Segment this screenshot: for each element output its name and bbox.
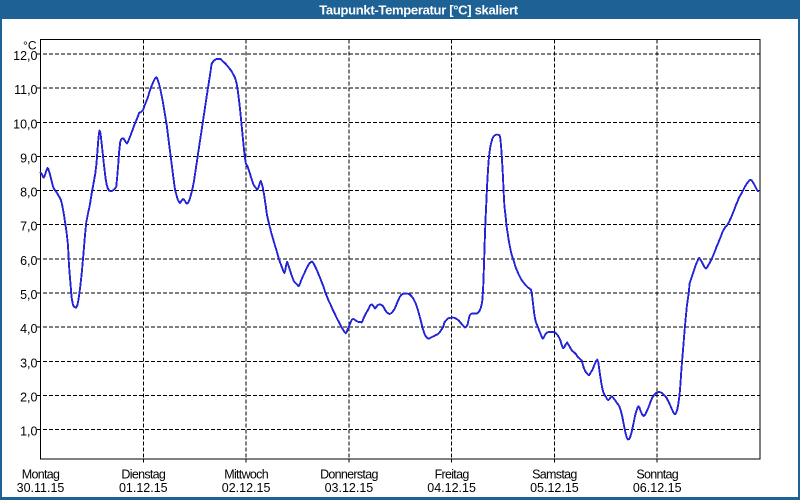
svg-text:9,0: 9,0 xyxy=(20,151,37,165)
svg-text:7,0: 7,0 xyxy=(20,220,37,234)
svg-text:04.12.15: 04.12.15 xyxy=(427,481,476,495)
svg-text:Mittwoch: Mittwoch xyxy=(224,468,268,482)
svg-text:Donnerstag: Donnerstag xyxy=(320,468,378,482)
svg-text:Samstag: Samstag xyxy=(532,468,577,482)
svg-text:11,0: 11,0 xyxy=(14,83,37,97)
svg-text:Montag: Montag xyxy=(22,468,60,482)
svg-text:02.12.15: 02.12.15 xyxy=(222,481,271,495)
svg-text:01.12.15: 01.12.15 xyxy=(119,481,168,495)
svg-text:5,0: 5,0 xyxy=(20,288,37,302)
svg-text:Dienstag: Dienstag xyxy=(121,468,165,482)
svg-text:Freitag: Freitag xyxy=(435,468,470,482)
svg-text:6,0: 6,0 xyxy=(20,254,37,268)
svg-text:4,0: 4,0 xyxy=(20,322,37,336)
svg-text:3,0: 3,0 xyxy=(20,356,37,370)
svg-text:°C: °C xyxy=(23,39,37,53)
svg-text:05.12.15: 05.12.15 xyxy=(530,481,579,495)
svg-text:03.12.15: 03.12.15 xyxy=(325,481,374,495)
svg-text:1,0: 1,0 xyxy=(20,425,37,439)
svg-text:06.12.15: 06.12.15 xyxy=(633,481,682,495)
svg-text:30.11.15: 30.11.15 xyxy=(17,481,65,495)
svg-text:Sonntag: Sonntag xyxy=(636,468,678,482)
svg-text:2,0: 2,0 xyxy=(20,390,37,404)
svg-text:10,0: 10,0 xyxy=(13,117,37,131)
svg-text:8,0: 8,0 xyxy=(20,186,37,200)
svg-text:Taupunkt-Temperatur [°C] skali: Taupunkt-Temperatur [°C] skaliert xyxy=(319,3,518,18)
svg-text:12,0: 12,0 xyxy=(13,49,37,63)
